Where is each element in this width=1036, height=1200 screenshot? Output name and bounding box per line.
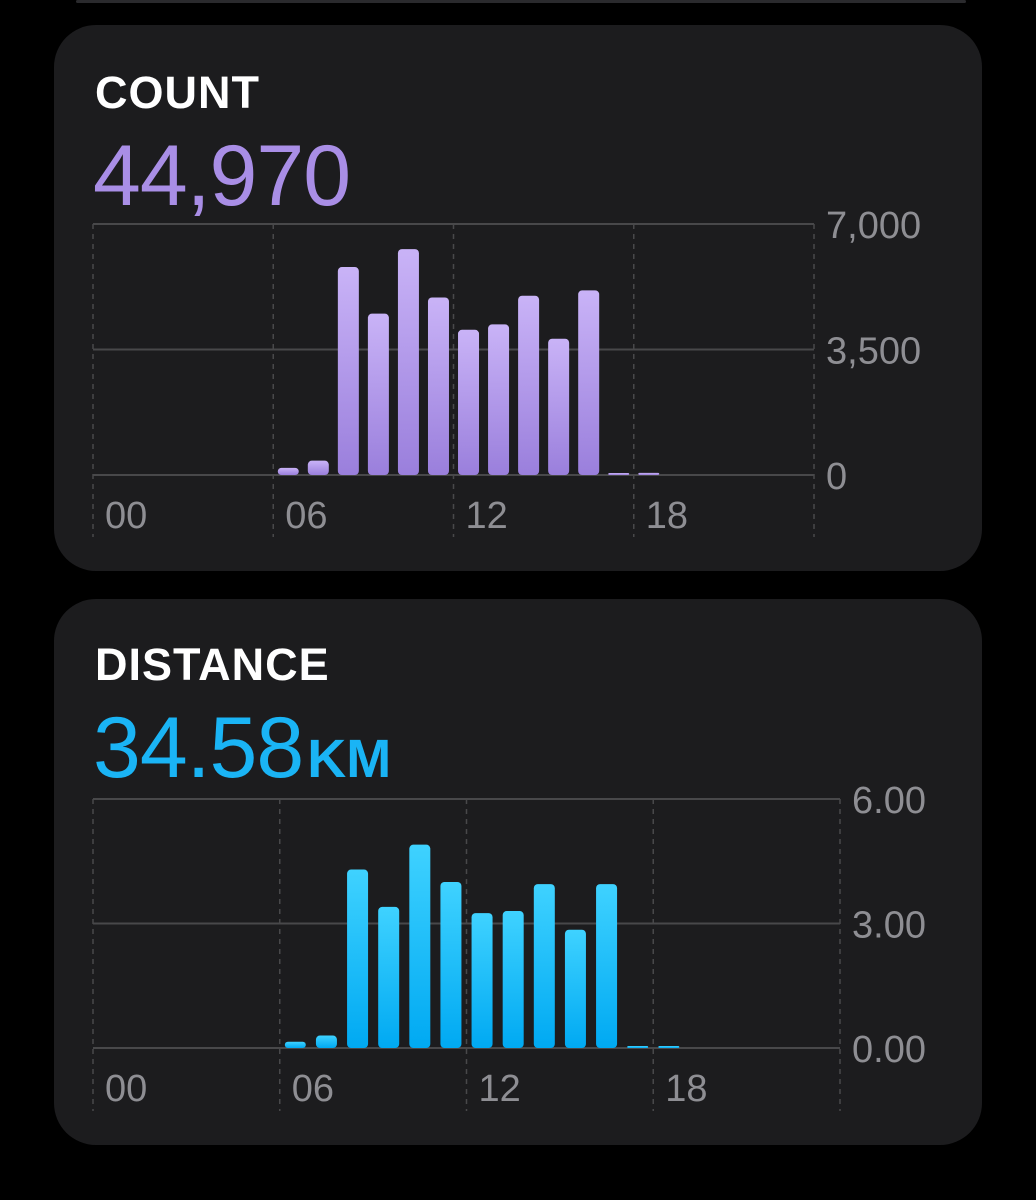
- distance-title: DISTANCE: [95, 639, 330, 690]
- distance-x-tick-label: 12: [479, 1068, 521, 1110]
- distance-bar-18: [658, 1046, 680, 1048]
- count-y-tick-label: 3,500: [826, 331, 921, 373]
- distance-y-tick-label: 0.00: [852, 1029, 926, 1071]
- distance-value-unit: KM: [307, 729, 392, 789]
- distance-bar-13: [502, 911, 524, 1048]
- top-divider: [76, 0, 966, 3]
- distance-y-tick-label: 6.00: [852, 780, 926, 822]
- count-x-tick-label: 06: [285, 495, 327, 537]
- count-bar-17: [608, 473, 630, 475]
- count-title: COUNT: [95, 67, 260, 118]
- distance-x-tick-label: 00: [105, 1068, 147, 1110]
- count-bar-09: [367, 313, 389, 475]
- count-bar-12: [458, 329, 480, 475]
- distance-bar-17: [627, 1046, 649, 1048]
- count-x-tick-label: 00: [105, 495, 147, 537]
- count-value-number: 44,970: [93, 128, 351, 224]
- distance-bar-11: [440, 882, 462, 1048]
- count-value: 44,970: [93, 127, 354, 226]
- count-bar-15: [548, 338, 570, 475]
- distance-bar-14: [533, 884, 555, 1048]
- distance-bar-10: [409, 844, 431, 1048]
- count-bar-06: [277, 467, 299, 475]
- count-bar-14: [518, 295, 540, 475]
- count-x-tick-label: 18: [646, 495, 688, 537]
- count-y-tick-label: 7,000: [826, 205, 921, 247]
- distance-bar-12: [471, 913, 493, 1048]
- distance-bar-08: [347, 869, 369, 1048]
- distance-chart: 6.00 3.00 0.00 00 06 12 18: [92, 780, 926, 1111]
- distance-bar-09: [378, 906, 400, 1048]
- count-bar-07: [307, 460, 329, 475]
- distance-value-number: 34.58: [93, 700, 304, 796]
- distance-bar-07: [315, 1035, 337, 1048]
- distance-x-tick-label: 18: [665, 1068, 707, 1110]
- count-bar-18: [638, 472, 660, 475]
- distance-bar-16: [596, 884, 618, 1048]
- count-bar-11: [427, 297, 449, 475]
- count-bar-13: [488, 324, 510, 475]
- count-bar-16: [578, 290, 600, 475]
- distance-card[interactable]: DISTANCE 34.58KM 6.00 3.00 0.00 00 06 12 18: [54, 599, 982, 1145]
- distance-bar-06: [284, 1041, 306, 1048]
- distance-bar-15: [564, 929, 586, 1048]
- count-card[interactable]: COUNT 44,970 7,000 3,500 0 00 06 12 18: [54, 25, 982, 571]
- distance-y-tick-label: 3.00: [852, 905, 926, 947]
- count-bar-10: [397, 249, 419, 475]
- count-x-tick-label: 12: [466, 495, 508, 537]
- count-bar-08: [337, 267, 359, 475]
- distance-value: 34.58KM: [93, 699, 391, 798]
- distance-x-tick-label: 06: [292, 1068, 334, 1110]
- count-y-tick-label: 0: [826, 456, 847, 498]
